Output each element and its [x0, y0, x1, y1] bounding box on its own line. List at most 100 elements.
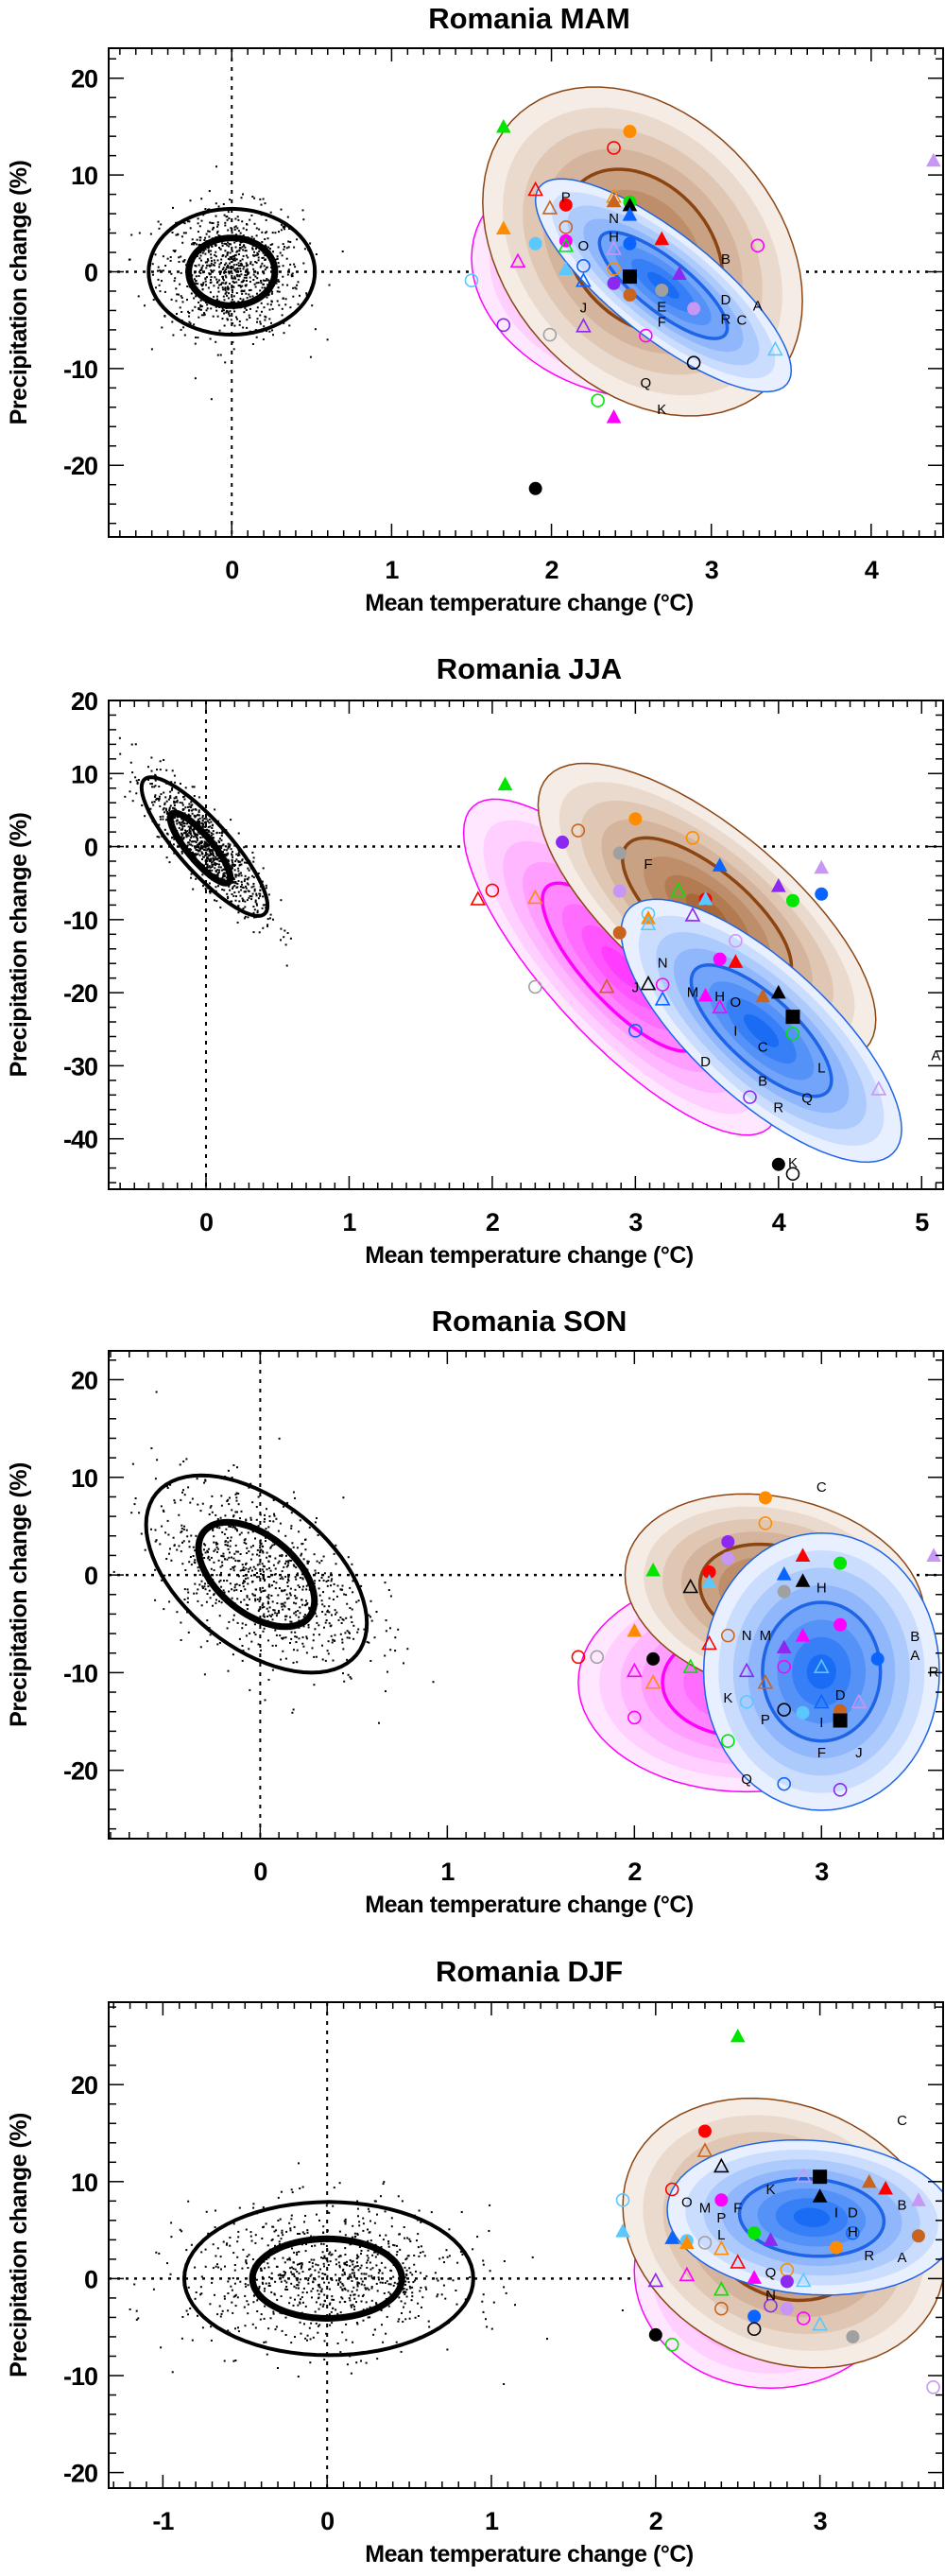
noise-dot [240, 1600, 242, 1603]
noise-dot [216, 1547, 219, 1550]
noise-dot [154, 794, 157, 797]
noise-dot [286, 1582, 289, 1584]
noise-dot [326, 1609, 329, 1612]
noise-dot [236, 2256, 239, 2258]
noise-dot [215, 2265, 217, 2268]
noise-dot [258, 1600, 261, 1603]
noise-dot [205, 267, 208, 269]
noise-dot [287, 1562, 290, 1565]
noise-dot [330, 2254, 333, 2256]
noise-dot [163, 1511, 165, 1513]
noise-dot [233, 891, 236, 894]
noise-dot [158, 284, 161, 286]
noise-dot [344, 2222, 347, 2225]
noise-dot [285, 1615, 288, 1617]
noise-dot [246, 899, 249, 902]
x-tick-label: 0 [225, 556, 238, 584]
noise-dot [230, 848, 232, 851]
circle-marker [655, 977, 670, 992]
noise-dot [234, 875, 237, 878]
noise-dot [299, 2262, 301, 2265]
noise-dot [344, 1632, 347, 1634]
noise-dot [236, 1621, 239, 1624]
noise-dot [252, 1545, 254, 1547]
noise-dot [226, 1544, 229, 1547]
noise-dot [229, 1582, 232, 1585]
noise-dot [213, 837, 215, 839]
noise-dot [184, 806, 187, 809]
noise-dot [254, 285, 257, 288]
noise-dot [220, 284, 222, 285]
noise-dot [369, 2231, 371, 2234]
triangle-marker [541, 199, 558, 215]
noise-dot [183, 1494, 186, 1496]
noise-dot [322, 2303, 325, 2306]
model-letter: Q [741, 1772, 752, 1788]
noise-dot [305, 1584, 308, 1587]
noise-dot [196, 1592, 198, 1595]
noise-dot [278, 2243, 281, 2245]
noise-dot [255, 1518, 258, 1521]
circle-marker [747, 2322, 762, 2337]
noise-dot [251, 1569, 253, 1572]
noise-dot [210, 859, 213, 862]
noise-dot [163, 803, 166, 805]
noise-dot [236, 1530, 238, 1532]
noise-dot [288, 2222, 291, 2224]
noise-dot [215, 202, 217, 205]
noise-dot [154, 773, 157, 776]
noise-dot [401, 2200, 404, 2203]
noise-dot [198, 1569, 200, 1572]
noise-dot [383, 2181, 386, 2184]
noise-dot [198, 225, 201, 228]
noise-dot [199, 1646, 202, 1649]
noise-dot [187, 2200, 190, 2203]
noise-dot [267, 2282, 270, 2285]
noise-dot [247, 867, 249, 870]
noise-dot [173, 280, 176, 283]
noise-dot [492, 2301, 495, 2304]
noise-dot [206, 1593, 209, 1596]
noise-dot [274, 2280, 277, 2283]
noise-dot [186, 1588, 189, 1591]
noise-dot [175, 801, 178, 804]
noise-dot [165, 856, 168, 859]
circle-marker [721, 1734, 735, 1748]
noise-dot [200, 259, 202, 262]
noise-dot [151, 783, 153, 786]
noise-dot [260, 282, 263, 285]
noise-dot [335, 2258, 337, 2261]
noise-dot [240, 1531, 243, 1534]
noise-dot [257, 1495, 260, 1498]
noise-dot [281, 1589, 284, 1592]
noise-dot [202, 271, 205, 274]
circle-marker [911, 2229, 925, 2243]
noise-dot [227, 311, 230, 314]
noise-dot [193, 832, 196, 835]
noise-dot [301, 1573, 303, 1576]
noise-dot [237, 253, 240, 255]
noise-dot [375, 2282, 378, 2285]
noise-dot [251, 2258, 254, 2260]
noise-dot [209, 282, 212, 285]
noise-dot [262, 1586, 265, 1589]
noise-dot [323, 1572, 326, 1575]
noise-dot [360, 2264, 363, 2267]
noise-dot [200, 821, 203, 824]
noise-dot [412, 2281, 415, 2284]
noise-dot [344, 2254, 347, 2256]
triangle-marker [713, 2157, 730, 2173]
noise-dot [241, 290, 244, 292]
model-letter: J [855, 1745, 863, 1761]
noise-dot [209, 1634, 212, 1636]
noise-dot [188, 315, 190, 318]
square-marker [813, 2170, 828, 2185]
noise-dot [244, 2294, 247, 2297]
noise-dot [281, 1554, 284, 1556]
noise-dot [159, 269, 162, 272]
noise-dot [444, 2297, 447, 2300]
noise-dot [216, 2247, 219, 2250]
noise-dot [237, 870, 240, 873]
noise-dot [266, 1551, 268, 1554]
